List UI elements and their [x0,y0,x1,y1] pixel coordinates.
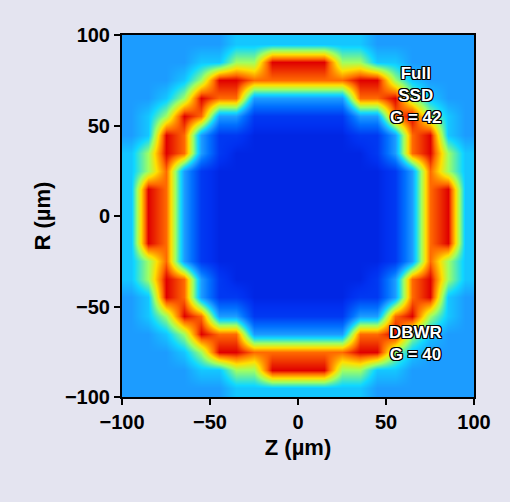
svg-text:−100: −100 [65,386,110,408]
svg-text:Z (µm): Z (µm) [265,435,331,460]
svg-text:50: 50 [88,115,110,137]
svg-text:0: 0 [292,411,303,433]
svg-text:R (µm): R (µm) [30,182,55,251]
svg-text:0: 0 [99,205,110,227]
svg-text:100: 100 [77,24,110,46]
svg-text:−50: −50 [76,296,110,318]
svg-text:50: 50 [375,411,397,433]
svg-text:−100: −100 [99,411,144,433]
svg-text:100: 100 [457,411,490,433]
svg-text:DBWRG = 40: DBWRG = 40 [389,323,442,364]
svg-text:−50: −50 [193,411,227,433]
svg-text:FullSSDG = 42: FullSSDG = 42 [390,64,442,127]
